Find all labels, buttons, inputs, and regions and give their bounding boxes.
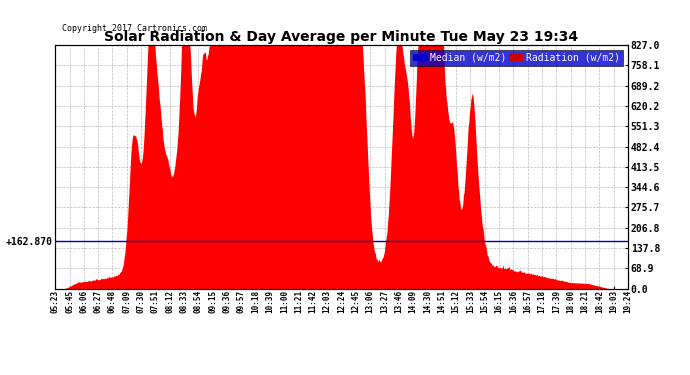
Legend: Median (w/m2), Radiation (w/m2): Median (w/m2), Radiation (w/m2): [410, 50, 623, 66]
Title: Solar Radiation & Day Average per Minute Tue May 23 19:34: Solar Radiation & Day Average per Minute…: [104, 30, 579, 44]
Text: Copyright 2017 Cartronics.com: Copyright 2017 Cartronics.com: [62, 24, 207, 33]
